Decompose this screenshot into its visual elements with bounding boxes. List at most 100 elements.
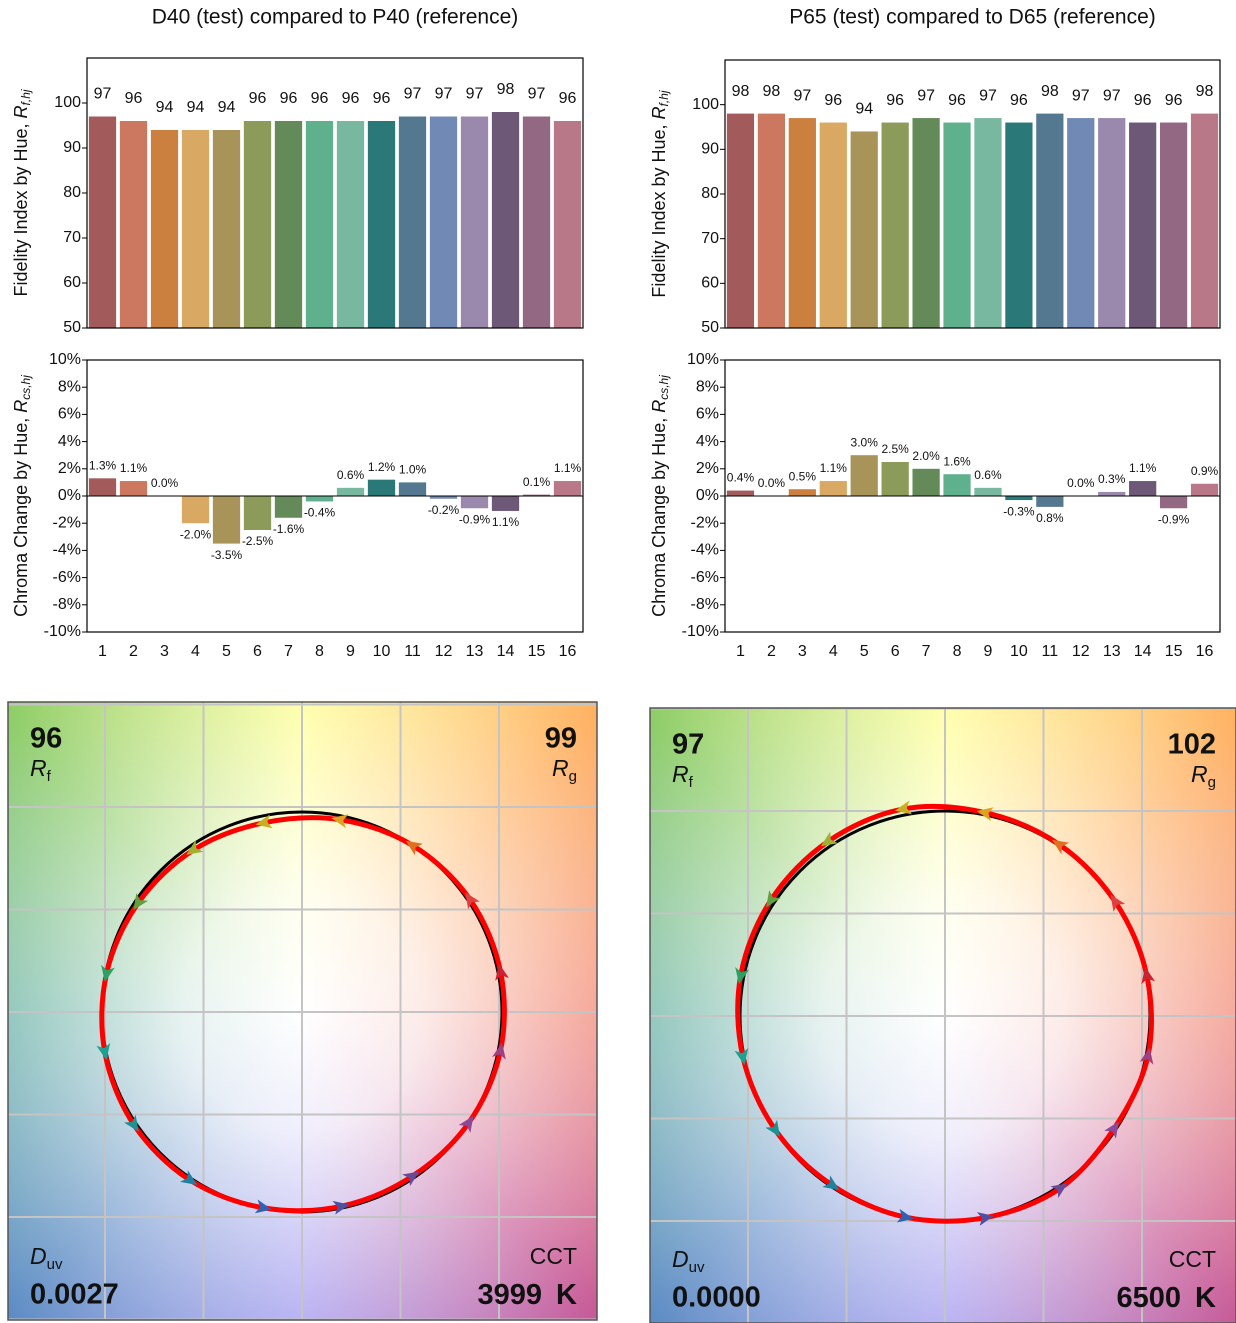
chart-title: D40 (test) compared to P40 (reference)	[152, 6, 519, 29]
y-tick-label: -4%	[691, 542, 719, 559]
x-tick-label: 2	[129, 643, 138, 660]
hue-arrow	[96, 1043, 111, 1061]
data-label: 96	[342, 90, 360, 107]
bar	[1190, 483, 1219, 496]
duv-symbol: D	[672, 1246, 689, 1272]
y-axis-title-text: Chroma Change by Hue,	[11, 413, 31, 617]
duv-label: Duv	[30, 1243, 63, 1273]
bar	[336, 121, 365, 328]
x-tick-label: 12	[1072, 643, 1090, 660]
data-label: 97	[94, 86, 112, 103]
bar	[850, 131, 878, 328]
data-label: 96	[1134, 92, 1152, 109]
data-label: 97	[528, 86, 546, 103]
x-tick-label: 1	[736, 643, 745, 660]
data-label: 97	[466, 86, 484, 103]
y-tick-label: -6%	[53, 569, 81, 586]
plot-frame	[724, 359, 1221, 633]
hue-arrow	[1141, 967, 1156, 985]
bar	[336, 487, 365, 496]
y-tick-label: 6%	[696, 406, 719, 423]
y-tick-label: 60	[63, 274, 81, 291]
bar	[553, 481, 582, 496]
y-tick-label: -8%	[691, 596, 719, 613]
data-label: 0.5%	[789, 469, 817, 483]
hue-arrow	[1110, 894, 1126, 912]
data-label: 1.3%	[89, 458, 117, 472]
hue-arrow	[405, 840, 423, 856]
data-label: 96	[1010, 92, 1028, 109]
hue-arrow	[331, 814, 349, 828]
bar	[367, 479, 396, 496]
rg-value: 99	[545, 723, 577, 755]
data-label: 97	[404, 86, 422, 103]
cct-text: 6500 K	[1117, 1282, 1217, 1314]
y-axis-title: Fidelity Index by Hue, Rf,hj	[649, 90, 671, 297]
rg-symbol: R	[1191, 761, 1208, 787]
bar	[429, 496, 458, 499]
bar	[726, 113, 755, 328]
y-tick-label: 10%	[49, 351, 81, 368]
data-label: 1.1%	[120, 461, 148, 475]
cct-value: 3999	[478, 1279, 543, 1311]
x-tick-label: 4	[829, 643, 838, 660]
bar	[460, 116, 489, 328]
rg-subscript: g	[1208, 774, 1216, 791]
y-axis-title-symbol: R	[649, 400, 669, 413]
hue-arrow	[822, 1175, 840, 1191]
x-tick-label: 6	[891, 643, 900, 660]
y-axis-title: Chroma Change by Hue, Rcs,hj	[11, 375, 33, 617]
hue-arrow	[332, 1200, 350, 1215]
y-tick-label: -2%	[691, 514, 719, 531]
bar	[881, 462, 909, 496]
rg-label: Rg	[552, 755, 577, 785]
chart-title: P65 (test) compared to D65 (reference)	[789, 6, 1156, 29]
hue-arrow	[765, 1119, 781, 1138]
bar	[974, 118, 1002, 328]
y-tick-label: 90	[701, 141, 719, 158]
bar	[819, 481, 847, 496]
data-label: 96	[280, 90, 298, 107]
bar	[1098, 491, 1126, 496]
data-label: 94	[156, 99, 174, 116]
bar	[491, 112, 520, 328]
y-tick-label: -2%	[53, 514, 81, 531]
bar	[305, 121, 334, 328]
hue-arrow	[735, 967, 749, 985]
y-tick-label: 4%	[58, 433, 81, 450]
y-axis-title: Chroma Change by Hue, Rcs,hj	[649, 375, 671, 617]
bar	[1067, 118, 1095, 328]
x-tick-label: 5	[222, 643, 231, 660]
data-label: 96	[311, 90, 329, 107]
data-label: 96	[373, 90, 391, 107]
duv-label: Duv	[672, 1246, 705, 1276]
duv-value: 0.0000	[672, 1282, 761, 1314]
duv-value: 0.0027	[30, 1279, 119, 1311]
bar	[305, 496, 334, 502]
hue-arrow	[492, 1042, 506, 1060]
data-label: 96	[559, 90, 577, 107]
y-tick-label: 2%	[58, 460, 81, 477]
y-tick-label: 8%	[58, 378, 81, 395]
x-tick-label: 16	[559, 643, 577, 660]
data-label: 1.1%	[492, 515, 520, 529]
hue-arrow	[896, 1208, 914, 1223]
bar	[212, 130, 241, 328]
bar	[943, 474, 971, 496]
cct-label: CCT	[1169, 1246, 1216, 1272]
bar	[912, 118, 940, 328]
bar	[429, 116, 458, 328]
y-axis-title-symbol: R	[11, 105, 31, 118]
cct-text: 3999 K	[478, 1279, 578, 1311]
bar	[726, 490, 755, 496]
x-tick-label: 5	[860, 643, 869, 660]
duv-symbol: D	[30, 1243, 47, 1269]
bar	[119, 121, 148, 328]
bar	[881, 122, 909, 329]
duv-subscript: uv	[689, 1259, 705, 1276]
hue-arrow	[495, 963, 509, 981]
data-label: 1.0%	[399, 463, 427, 477]
rf-symbol: R	[30, 755, 47, 781]
y-tick-label: 70	[63, 229, 81, 246]
